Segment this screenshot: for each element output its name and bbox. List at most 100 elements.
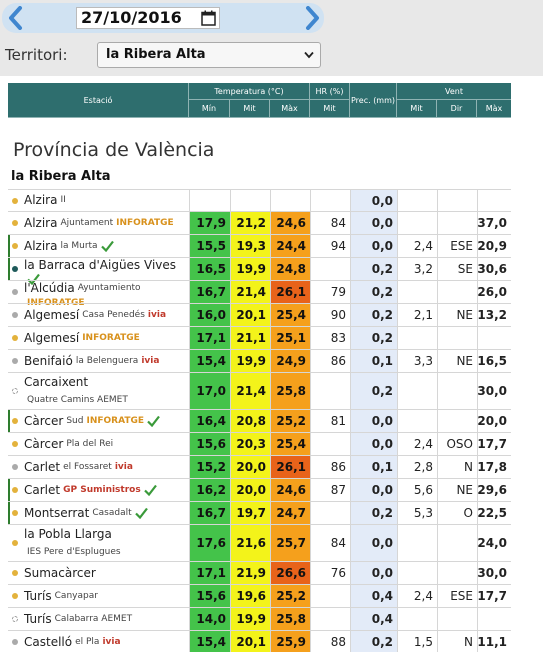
station-cell[interactable]: Càrcer Sud INFORATGE [8, 410, 189, 432]
station-status-dot-icon [12, 243, 18, 249]
territori-select[interactable]: la Ribera Alta [97, 42, 321, 68]
header-hr-mit[interactable]: Mit [310, 100, 350, 118]
station-cell[interactable]: l'Alcúdia Ayuntamiento INFORATGE [8, 281, 189, 308]
station-name[interactable]: Carlet [24, 482, 61, 497]
station-name[interactable]: Castelló [24, 634, 73, 649]
header-estacio[interactable]: Estació [8, 83, 189, 118]
station-subname: Casadalt [92, 507, 132, 518]
station-name[interactable]: Carcaixent [24, 374, 89, 389]
station-status-dot-icon [12, 418, 18, 424]
station-cell[interactable]: la Pobla Llarga IES Pere d'Esplugues [8, 525, 189, 561]
station-cell[interactable]: la Barraca d'Aigües Vives [8, 258, 189, 285]
wind-max-cell: 20,0 [477, 410, 511, 432]
temp-min-cell: 17,0 [189, 373, 230, 409]
temp-min-cell: 15,4 [189, 350, 230, 372]
station-status-dot-icon [12, 289, 18, 295]
station-name[interactable]: la Barraca d'Aigües Vives [24, 258, 177, 272]
wind-mit-cell [397, 608, 437, 630]
temp-mit-cell: 21,2 [230, 212, 270, 234]
humidity-cell: 76 [310, 562, 350, 584]
wind-dir-cell [437, 373, 477, 409]
temp-min-cell [189, 190, 230, 211]
header-temp-min[interactable]: Mín [189, 100, 230, 118]
precipitation-cell: 0,0 [350, 525, 397, 561]
station-name[interactable]: Sumacàrcer [24, 565, 96, 580]
wind-mit-cell: 5,6 [397, 479, 437, 501]
station-cell[interactable]: Carcaixent Quatre Camins AEMET [8, 373, 189, 409]
date-input[interactable]: 27/10/2016 [76, 7, 220, 29]
header-vent-mit[interactable]: Mit [397, 100, 437, 118]
station-cell[interactable]: Castelló el Pla ivia [8, 631, 189, 652]
station-name[interactable]: Càrcer [24, 413, 64, 428]
station-name[interactable]: Carlet [24, 459, 61, 474]
precipitation-cell: 0,2 [350, 327, 397, 349]
next-day-chevron-right-icon[interactable] [302, 6, 322, 30]
temp-max-cell: 26,1 [270, 281, 310, 303]
table-row: Turís Calabarra AEMET 14,0 19,9 25,8 0,4 [8, 607, 511, 630]
calendar-icon[interactable] [201, 10, 216, 26]
station-status-dot-icon [12, 487, 18, 493]
temp-mit-cell: 20,8 [230, 410, 270, 432]
table-row: Carlet GP Suministros 16,2 20,0 24,6 87 0,0 5,6… [8, 478, 511, 501]
temp-max-cell: 26,1 [270, 456, 310, 478]
station-name[interactable]: Turís [24, 588, 52, 603]
station-cell[interactable]: Algemesí INFORATGE [8, 327, 189, 349]
station-name[interactable]: Benifaió [24, 353, 73, 368]
wind-dir-cell: ESE [437, 585, 477, 607]
station-name[interactable]: l'Alcúdia [24, 281, 75, 295]
wind-mit-cell [397, 212, 437, 234]
station-name[interactable]: Alzira [24, 215, 58, 230]
region-title: la Ribera Alta [11, 169, 111, 184]
previous-day-chevron-left-icon[interactable] [6, 6, 26, 30]
station-cell[interactable]: Càrcer Pla del Rei [8, 433, 189, 455]
station-network-tag: INFORATGE [86, 415, 145, 426]
temp-max-cell: 24,6 [270, 212, 310, 234]
station-subname: Ajuntament [60, 217, 114, 228]
wind-mit-cell [397, 327, 437, 349]
temp-mit-cell: 19,7 [230, 502, 270, 524]
station-cell[interactable]: Alzira la Murta [8, 235, 189, 257]
wind-mit-cell [397, 281, 437, 303]
temp-mit-cell: 21,9 [230, 562, 270, 584]
station-name[interactable]: Algemesí [24, 307, 80, 322]
wind-max-cell: 17,7 [477, 585, 511, 607]
precipitation-cell: 0,1 [350, 456, 397, 478]
header-prec[interactable]: Prec. (mm) [350, 83, 397, 118]
temp-max-cell: 25,1 [270, 327, 310, 349]
header-vent-max[interactable]: Màx [477, 100, 511, 118]
wind-max-cell: 17,8 [477, 456, 511, 478]
station-cell[interactable]: Carlet GP Suministros [8, 479, 189, 501]
station-name[interactable]: Càrcer [24, 436, 64, 451]
station-cell[interactable]: Turís Calabarra AEMET [8, 608, 189, 630]
station-cell[interactable]: Alzira Ajuntament INFORATGE [8, 212, 189, 234]
wind-dir-cell [437, 608, 477, 630]
station-name[interactable]: Montserrat [24, 505, 90, 520]
station-name[interactable]: Alzira [24, 193, 58, 207]
header-vent-dir[interactable]: Dir [437, 100, 477, 118]
station-name[interactable]: Algemesí [24, 330, 80, 345]
station-status-dot-icon [12, 388, 18, 394]
precipitation-cell: 0,1 [350, 350, 397, 372]
station-name[interactable]: Alzira [24, 238, 58, 253]
verified-check-icon [143, 484, 157, 496]
station-cell[interactable]: Alzira II [8, 190, 189, 211]
temp-mit-cell: 19,9 [230, 258, 270, 280]
station-name[interactable]: la Pobla Llarga [24, 526, 112, 541]
station-cell[interactable]: Turís Canyapar [8, 585, 189, 607]
station-cell[interactable]: Sumacàrcer [8, 562, 189, 584]
station-cell[interactable]: Carlet el Fossaret ivia [8, 456, 189, 478]
temp-min-cell: 15,4 [189, 631, 230, 652]
temp-max-cell: 24,6 [270, 479, 310, 501]
humidity-cell [310, 608, 350, 630]
precipitation-cell: 0,2 [350, 373, 397, 409]
temp-min-cell: 14,0 [189, 608, 230, 630]
station-name[interactable]: Turís [24, 611, 52, 626]
precipitation-cell: 0,2 [350, 304, 397, 326]
station-cell[interactable]: Montserrat Casadalt [8, 502, 189, 524]
wind-max-cell: 30,0 [477, 373, 511, 409]
header-temp-max[interactable]: Màx [270, 100, 310, 118]
station-cell[interactable]: Benifaió la Belenguera ivia [8, 350, 189, 372]
station-cell[interactable]: Algemesí Casa Penedés ivia [8, 304, 189, 326]
temp-min-cell: 15,6 [189, 433, 230, 455]
header-temp-mit[interactable]: Mit [230, 100, 270, 118]
